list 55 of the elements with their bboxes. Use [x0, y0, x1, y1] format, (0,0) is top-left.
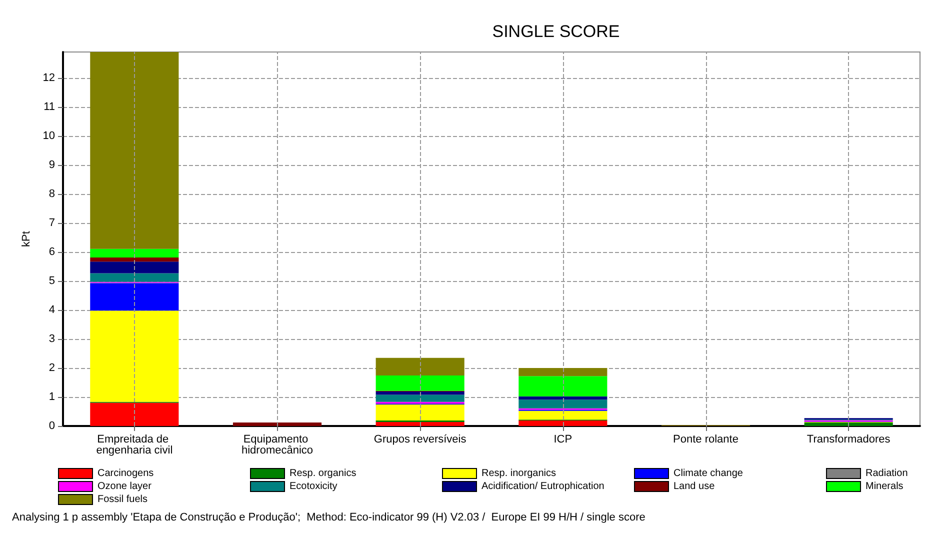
y-tick-label: 0	[48, 420, 55, 432]
bar	[518, 400, 608, 408]
legend-label: Minerals	[866, 481, 904, 492]
bar	[518, 410, 608, 420]
bar	[90, 248, 179, 258]
bar	[232, 422, 322, 426]
bar	[376, 376, 464, 391]
x-tick-label: ICP	[554, 434, 572, 446]
y-tick-label: 11	[44, 101, 55, 114]
legend-label: Ecotoxicity	[290, 481, 338, 492]
y-tick-label: 12	[42, 72, 55, 84]
bar	[804, 422, 893, 426]
legend-label: Acidification/ Eutrophication	[482, 481, 604, 492]
legend-label: Fossil fuels	[98, 494, 148, 505]
bar	[376, 392, 464, 395]
y-tick-label: 10	[42, 130, 55, 142]
bar	[90, 310, 179, 402]
bar	[90, 273, 179, 282]
bar	[90, 262, 179, 274]
bar	[518, 376, 608, 396]
chart-title: SINGLE SCORE	[492, 22, 620, 41]
bar	[376, 422, 464, 426]
legend-label: Carcinogens	[98, 468, 154, 479]
y-tick-label: 5	[48, 275, 55, 288]
y-axis-title: kPt	[20, 231, 32, 247]
y-tick-label: 6	[48, 246, 55, 258]
bar	[518, 396, 608, 400]
bar	[90, 283, 179, 311]
y-tick-label: 9	[48, 159, 55, 172]
bar	[376, 394, 464, 402]
bar	[90, 258, 179, 262]
y-tick-label: 7	[48, 217, 55, 230]
y-tick-label: 1	[48, 391, 55, 404]
x-tick-label: Equipamento hidromecânico	[241, 434, 314, 456]
legend-label: Ozone layer	[98, 481, 152, 492]
y-tick-label: 2	[48, 362, 55, 374]
legend-label: Resp. inorganics	[482, 468, 556, 479]
x-tick-label: Empreitada de engenharia civil	[96, 434, 173, 456]
x-tick-label: Grupos reversíveis	[374, 434, 467, 446]
bar	[376, 358, 464, 376]
bar	[518, 420, 608, 426]
legend-label: Climate change	[674, 468, 744, 479]
legend-label: Resp. organics	[290, 468, 356, 479]
legend-label: Land use	[674, 481, 716, 492]
x-tick-label: Ponte rolante	[673, 434, 738, 446]
y-tick-label: 3	[48, 333, 55, 346]
text: Analysing 1 p assembly 'Etapa de Construção e Produção'; Method: Eco-indicator 99 (H) V2.03 / Europe EI 99 H/H / single score	[12, 512, 646, 524]
x-tick-label: Transformadores	[806, 434, 891, 446]
y-tick-label: 4	[48, 304, 55, 316]
y-tick-label: 8	[48, 188, 55, 200]
bar	[90, 52, 179, 249]
bar	[376, 404, 464, 420]
legend-label: Radiation	[866, 468, 908, 479]
bar	[90, 402, 179, 426]
bar	[518, 368, 608, 376]
